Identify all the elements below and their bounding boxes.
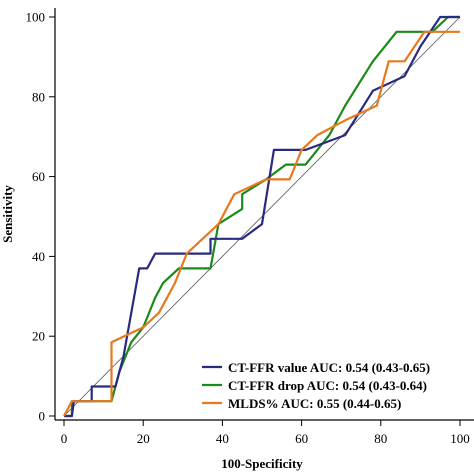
x-tick-label: 0 — [61, 431, 68, 446]
y-axis-title: Sensitivity — [0, 185, 15, 243]
y-tick-label: 100 — [26, 10, 46, 25]
plot-frame — [54, 8, 474, 421]
x-axis-title: 100-Specificity — [221, 456, 303, 471]
legend-label-ct-ffr-drop: CT-FFR drop AUC: 0.54 (0.43-0.64) — [228, 378, 427, 393]
legend-label-mlds: MLDS% AUC: 0.55 (0.44-0.65) — [228, 396, 401, 411]
x-tick-label: 60 — [295, 431, 308, 446]
axis-ticks: 0 20 40 60 80 100 0 20 40 60 80 100 — [26, 10, 470, 447]
x-tick-label: 40 — [216, 431, 229, 446]
roc-curve-ct-ffr-value — [64, 15, 460, 418]
y-tick-label: 80 — [32, 89, 45, 104]
y-tick-label: 60 — [32, 169, 45, 184]
y-tick-label: 0 — [39, 409, 46, 424]
x-tick-label: 80 — [374, 431, 387, 446]
reference-diagonal-line — [63, 16, 461, 417]
x-tick-label: 100 — [450, 431, 470, 446]
roc-curve-mlds — [63, 30, 460, 417]
roc-curves — [63, 15, 460, 418]
legend: CT-FFR value AUC: 0.54 (0.43-0.65) CT-FF… — [202, 360, 430, 411]
legend-label-ct-ffr-value: CT-FFR value AUC: 0.54 (0.43-0.65) — [228, 360, 430, 375]
x-tick-label: 20 — [137, 431, 150, 446]
y-tick-label: 20 — [32, 329, 45, 344]
y-tick-label: 40 — [32, 249, 45, 264]
